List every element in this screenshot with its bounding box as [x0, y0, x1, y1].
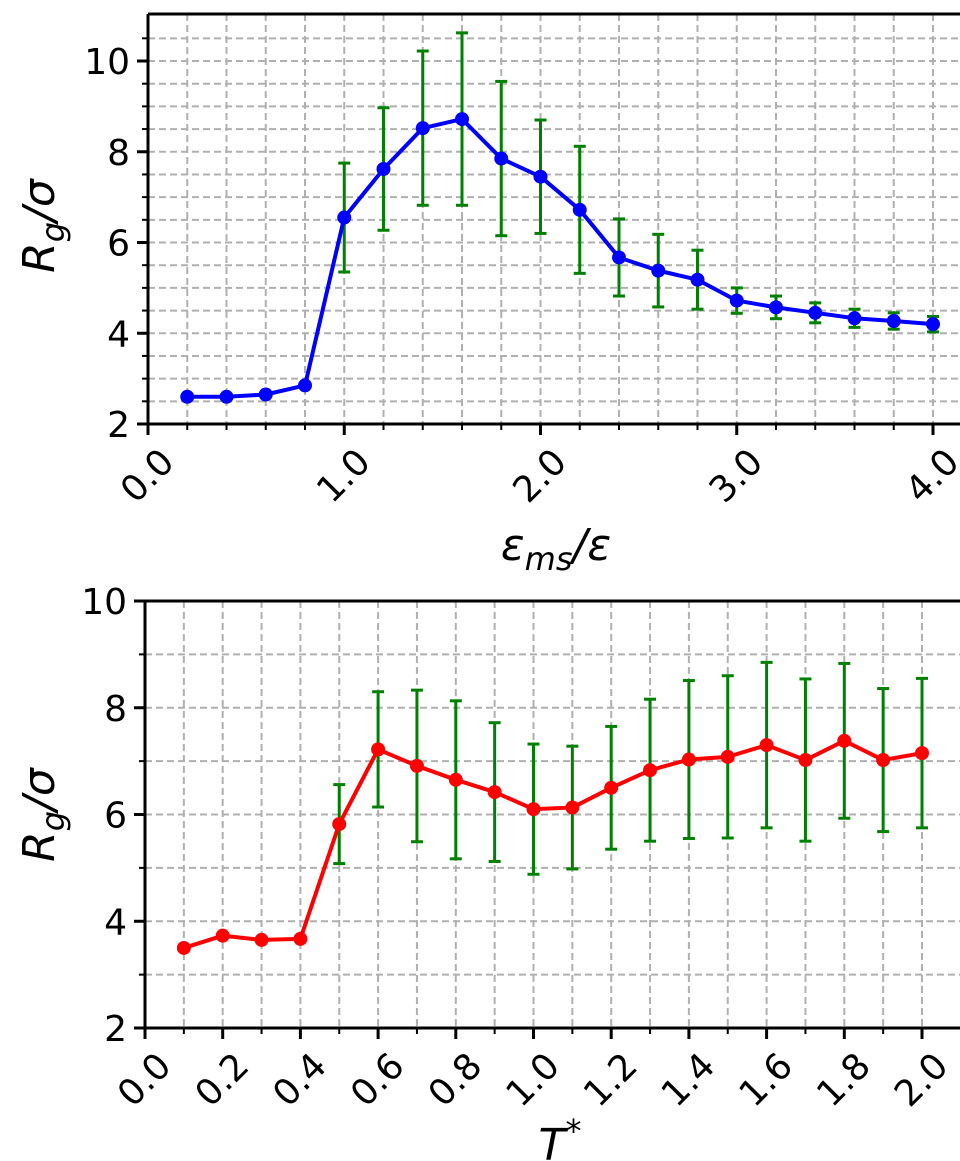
x-tick-label: 0.2: [188, 1045, 257, 1114]
x-tick-label: 2.0: [505, 441, 574, 510]
y-tick-label: 6: [107, 224, 130, 265]
x-tick-label: 0.8: [421, 1045, 490, 1114]
data-point: [915, 746, 929, 761]
x-tick-label: 1.8: [809, 1045, 878, 1114]
data-point: [180, 389, 195, 404]
y-tick-label: 2: [104, 1009, 127, 1050]
bottom-chart-panel: 2 4 6 8 10 0.0 0.2 0.4 0.6 0.8 1.0 1.2 1.4 1.6 1.8 2.0 R…: [14, 582, 960, 1161]
data-point: [409, 758, 424, 773]
x-tick-label: 1.2: [576, 1045, 645, 1114]
data-point: [651, 263, 666, 278]
data-point: [612, 250, 626, 265]
y-tick-label: 8: [107, 133, 130, 174]
data-point: [876, 753, 891, 768]
data-point: [332, 817, 347, 832]
y-axis-label: Rg/σ: [14, 178, 72, 273]
x-tick-label: 1.0: [498, 1045, 567, 1114]
y-tick-label: 2: [107, 405, 130, 446]
x-tick-label: 0.6: [343, 1045, 412, 1114]
data-point: [926, 317, 940, 332]
data-point: [720, 749, 735, 764]
top-chart-panel: 2 4 6 8 10 0.0 1.0 2.0 3.0 4.0 Rg/σ εms/ε: [14, 12, 960, 578]
data-point: [298, 378, 312, 393]
data-point: [643, 763, 658, 778]
data-point: [690, 272, 705, 287]
x-tick-label: 1.6: [732, 1045, 801, 1114]
y-tick-label: 10: [81, 582, 127, 623]
data-point: [533, 169, 548, 184]
data-point: [886, 313, 901, 328]
data-point: [215, 928, 230, 943]
x-axis-label: εms/ε: [501, 520, 611, 578]
data-point: [455, 112, 469, 127]
data-point: [759, 738, 774, 753]
data-point: [604, 780, 619, 795]
data-point: [219, 389, 234, 404]
data-point: [565, 800, 580, 815]
data-point: [487, 785, 502, 800]
x-tick-label: 1.4: [654, 1045, 723, 1114]
data-point: [729, 293, 744, 308]
data-point: [837, 733, 852, 748]
data-point: [176, 940, 191, 955]
data-point: [526, 802, 541, 817]
bottom-gridlines: [145, 601, 960, 1028]
x-tick-label: 0.0: [113, 441, 182, 510]
y-tick-label: 10: [84, 42, 130, 83]
y-tick-label: 4: [107, 314, 130, 355]
data-point: [258, 387, 273, 402]
x-tick-label: 2.0: [887, 1045, 956, 1114]
x-axis-label: T*: [539, 1112, 582, 1161]
data-point: [337, 210, 352, 225]
y-tick-label: 4: [104, 902, 127, 943]
data-point: [376, 161, 391, 176]
data-point: [371, 742, 386, 757]
x-tick-label: 0.0: [110, 1045, 179, 1114]
data-point: [494, 151, 509, 166]
y-tick-label: 6: [104, 796, 127, 837]
data-point: [769, 300, 783, 315]
y-axis-label: Rg/σ: [14, 767, 72, 862]
x-tick-label: 1.0: [309, 441, 378, 510]
data-point: [572, 202, 587, 217]
data-point: [415, 121, 430, 136]
data-point: [293, 931, 308, 946]
y-tick-label: 8: [104, 689, 127, 730]
x-tick-label: 0.4: [265, 1045, 334, 1114]
x-tick-label: 4.0: [898, 441, 960, 510]
data-point: [448, 772, 463, 787]
bottom-series-line: [183, 738, 923, 950]
data-point: [254, 932, 269, 947]
data-point: [847, 311, 862, 326]
x-tick-label: 3.0: [702, 441, 771, 510]
data-point: [808, 305, 823, 320]
data-point: [798, 753, 813, 768]
data-point: [681, 752, 696, 767]
top-gridlines: [148, 14, 960, 424]
